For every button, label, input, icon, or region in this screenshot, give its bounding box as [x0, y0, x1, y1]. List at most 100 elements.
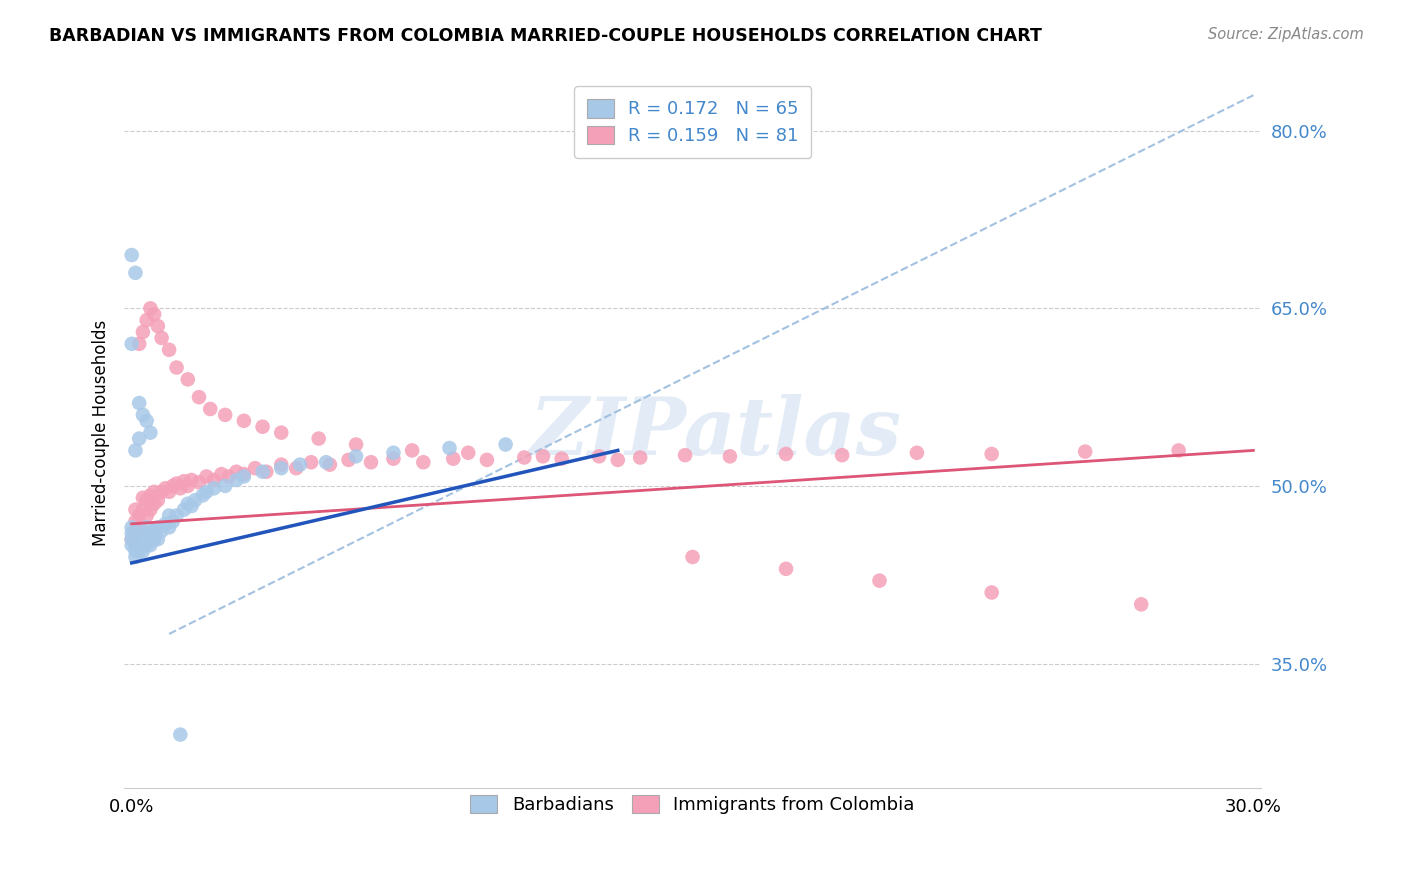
- Point: [177, 497, 200, 511]
- Point: [401, 443, 423, 458]
- Point: [232, 469, 254, 483]
- Point: [121, 526, 143, 541]
- Point: [905, 446, 928, 460]
- Point: [270, 458, 292, 472]
- Point: [252, 465, 274, 479]
- Point: [132, 533, 155, 547]
- Point: [128, 520, 150, 534]
- Point: [128, 396, 150, 410]
- Point: [132, 502, 155, 516]
- Point: [139, 425, 162, 440]
- Point: [200, 401, 222, 416]
- Text: Source: ZipAtlas.com: Source: ZipAtlas.com: [1208, 27, 1364, 42]
- Point: [124, 538, 146, 552]
- Point: [232, 467, 254, 481]
- Point: [195, 484, 218, 499]
- Point: [180, 499, 202, 513]
- Point: [128, 432, 150, 446]
- Point: [146, 520, 169, 534]
- Point: [606, 453, 628, 467]
- Point: [143, 484, 166, 499]
- Point: [344, 437, 367, 451]
- Point: [285, 461, 308, 475]
- Point: [718, 450, 741, 464]
- Legend: Barbadians, Immigrants from Colombia: Barbadians, Immigrants from Colombia: [460, 784, 925, 825]
- Point: [441, 451, 464, 466]
- Point: [146, 319, 169, 334]
- Point: [139, 488, 162, 502]
- Point: [673, 448, 696, 462]
- Point: [270, 425, 292, 440]
- Point: [243, 461, 266, 475]
- Point: [869, 574, 891, 588]
- Point: [162, 515, 184, 529]
- Point: [382, 446, 405, 460]
- Point: [135, 533, 157, 547]
- Point: [124, 549, 146, 564]
- Point: [412, 455, 434, 469]
- Point: [1074, 444, 1097, 458]
- Point: [195, 469, 218, 483]
- Point: [143, 307, 166, 321]
- Point: [132, 544, 155, 558]
- Point: [150, 484, 173, 499]
- Point: [139, 538, 162, 552]
- Point: [288, 458, 311, 472]
- Point: [128, 533, 150, 547]
- Point: [980, 447, 1002, 461]
- Point: [132, 526, 155, 541]
- Point: [121, 520, 143, 534]
- Point: [121, 533, 143, 547]
- Point: [124, 515, 146, 529]
- Point: [270, 461, 292, 475]
- Point: [188, 390, 211, 404]
- Point: [831, 448, 853, 462]
- Point: [139, 533, 162, 547]
- Point: [128, 533, 150, 547]
- Point: [319, 458, 342, 472]
- Point: [135, 538, 157, 552]
- Point: [299, 455, 322, 469]
- Point: [139, 301, 162, 316]
- Point: [135, 508, 157, 523]
- Text: BARBADIAN VS IMMIGRANTS FROM COLOMBIA MARRIED-COUPLE HOUSEHOLDS CORRELATION CHAR: BARBADIAN VS IMMIGRANTS FROM COLOMBIA MA…: [49, 27, 1042, 45]
- Point: [143, 533, 166, 547]
- Point: [177, 479, 200, 493]
- Point: [135, 520, 157, 534]
- Point: [135, 313, 157, 327]
- Point: [124, 526, 146, 541]
- Point: [132, 325, 155, 339]
- Point: [150, 331, 173, 345]
- Point: [124, 544, 146, 558]
- Point: [146, 533, 169, 547]
- Point: [155, 516, 177, 531]
- Point: [132, 533, 155, 547]
- Point: [682, 549, 704, 564]
- Point: [124, 533, 146, 547]
- Point: [124, 502, 146, 516]
- Point: [628, 450, 651, 465]
- Point: [191, 488, 214, 502]
- Point: [124, 266, 146, 280]
- Point: [337, 453, 360, 467]
- Point: [135, 526, 157, 541]
- Point: [252, 419, 274, 434]
- Point: [146, 493, 169, 508]
- Point: [139, 526, 162, 541]
- Point: [225, 473, 247, 487]
- Point: [344, 450, 367, 464]
- Point: [1167, 443, 1189, 458]
- Point: [308, 432, 330, 446]
- Point: [121, 538, 143, 552]
- Point: [157, 508, 180, 523]
- Point: [209, 467, 232, 481]
- Point: [121, 248, 143, 262]
- Point: [232, 414, 254, 428]
- Point: [218, 469, 240, 483]
- Point: [135, 493, 157, 508]
- Point: [214, 408, 236, 422]
- Point: [184, 493, 207, 508]
- Point: [124, 443, 146, 458]
- Point: [166, 360, 188, 375]
- Point: [188, 475, 211, 490]
